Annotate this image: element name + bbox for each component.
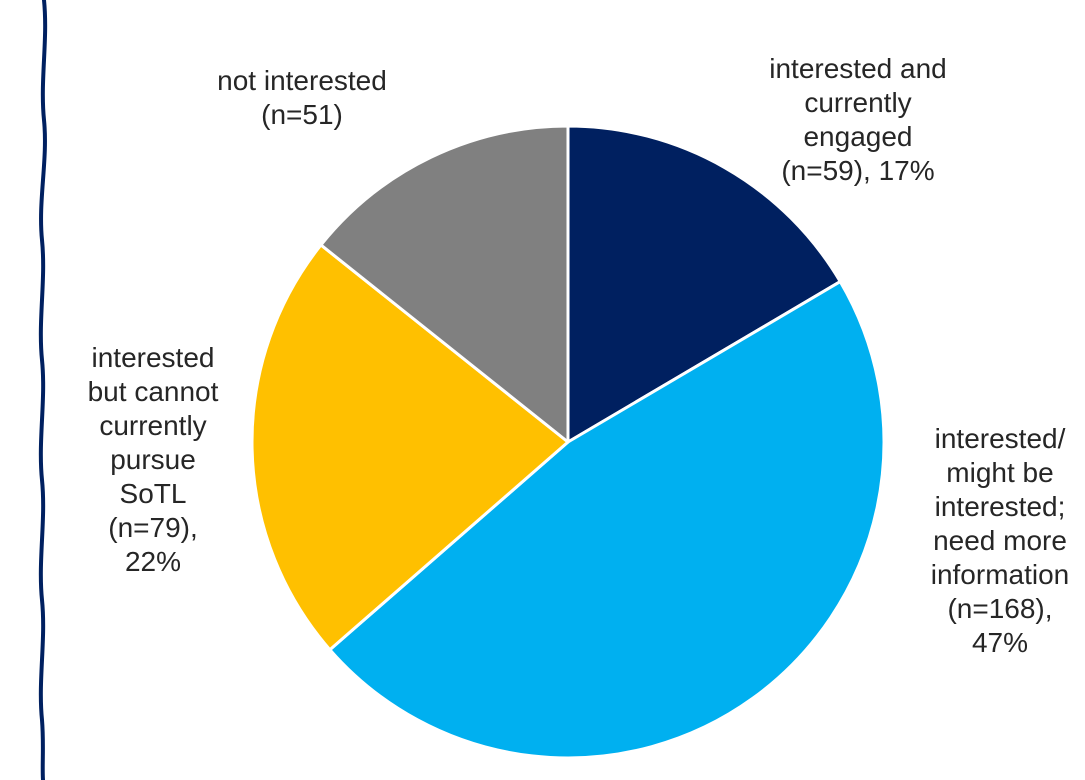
pie-slice-interested-might-be-interested-need-more-information: [328, 280, 886, 760]
slice-label-line: 22%: [125, 546, 181, 577]
slice-label-line: currently: [99, 410, 206, 441]
slice-label-line: interested;: [935, 491, 1066, 522]
slice-label-line: currently: [804, 87, 911, 118]
slice-label-line: engaged: [803, 121, 912, 152]
slice-label-line: 47%: [972, 627, 1028, 658]
slice-label-interested-but-cannot-currently-pursue-sotl: interested but cannot currently pursue SoTL(…: [88, 342, 219, 577]
slice-label-line: (n=168),: [947, 593, 1052, 624]
slice-label-line: need more: [933, 525, 1067, 556]
slice-label-not-interested: not interested (n=51): [217, 65, 387, 130]
pie-slice-interested-but-cannot-currently-pursue-sotl: [250, 243, 570, 652]
slice-label-line: interested/: [935, 423, 1066, 454]
slice-label-interested-and-currently-engaged: interested and currently engaged (n=59), 17…: [769, 53, 946, 186]
slice-label-line: (n=59), 17%: [781, 155, 934, 186]
slice-label-line: not interested: [217, 65, 387, 96]
slice-label-line: (n=79),: [108, 512, 198, 543]
slice-label-line: but cannot: [88, 376, 219, 407]
slice-label-line: might be: [946, 457, 1053, 488]
slice-label-line: pursue: [110, 444, 196, 475]
slice-label-line: SoTL: [120, 478, 187, 509]
decorative-left-border: [38, 0, 48, 780]
slice-label-interested-might-be-interested-need-more-information: interested/might be interested; need more i…: [931, 423, 1070, 658]
slice-label-line: information: [931, 559, 1070, 590]
pie-slices: [250, 124, 886, 760]
slice-label-line: interested and: [769, 53, 946, 84]
slice-labels: interested and currently engaged (n=59), 17…: [88, 53, 1070, 658]
pie-slice-interested-and-currently-engaged: [566, 124, 842, 444]
slice-label-line: interested: [92, 342, 215, 373]
pie-slice-not-interested: [319, 124, 570, 444]
slice-label-line: (n=51): [261, 99, 343, 130]
